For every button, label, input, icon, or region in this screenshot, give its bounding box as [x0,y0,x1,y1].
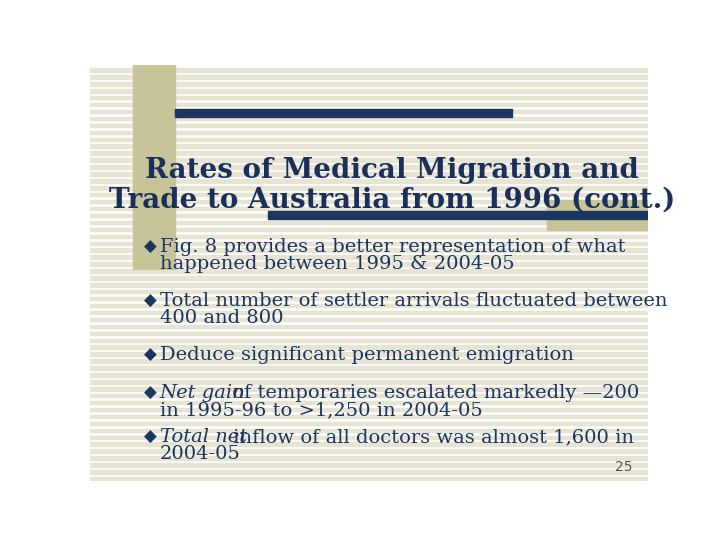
Bar [90,207,648,211]
Bar [90,186,648,190]
Bar [90,124,648,127]
Bar [90,234,648,238]
Bar [90,151,648,155]
Bar [90,373,648,377]
Bar [90,221,648,224]
Bar [90,255,648,259]
Bar [90,339,648,342]
Bar [90,172,648,176]
Bar [90,297,648,300]
Bar [90,283,648,287]
Bar [90,290,648,294]
Bar [90,248,648,252]
Bar [90,304,648,307]
Bar [90,325,648,328]
Bar [269,211,648,219]
Bar [90,456,648,460]
Bar [90,179,648,183]
Bar [90,366,648,370]
Bar [90,158,648,162]
Bar [90,353,648,356]
Bar [90,429,648,432]
Bar [90,200,648,204]
Bar [90,165,648,168]
Bar [90,241,648,245]
Text: Trade to Australia from 1996 (cont.): Trade to Australia from 1996 (cont.) [109,186,675,213]
Bar [90,477,648,481]
Bar [90,276,648,280]
Text: 2004-05: 2004-05 [160,445,240,463]
Text: Net gain: Net gain [160,384,246,402]
Text: Total net: Total net [160,428,247,446]
Bar [90,269,648,273]
Text: Fig. 8 provides a better representation of what: Fig. 8 provides a better representation … [160,238,625,256]
Bar [90,82,648,85]
Bar [90,346,648,349]
Bar [90,415,648,418]
Bar [90,449,648,453]
Bar [90,436,648,439]
Bar [547,200,648,231]
Text: ◆: ◆ [144,292,157,310]
Bar [90,103,648,106]
Bar [175,110,513,117]
Bar [90,387,648,390]
Text: Rates of Medical Migration and: Rates of Medical Migration and [145,157,639,184]
Bar [90,380,648,383]
Bar [90,463,648,467]
Text: ◆: ◆ [144,384,157,402]
Text: ◆: ◆ [144,428,157,446]
Text: ◆: ◆ [144,346,157,364]
Bar [90,214,648,217]
Bar [90,138,648,141]
Bar [90,318,648,321]
Text: of temporaries escalated markedly —200: of temporaries escalated markedly —200 [226,384,639,402]
Text: Total number of settler arrivals fluctuated between: Total number of settler arrivals fluctua… [160,292,667,310]
Bar [90,401,648,404]
Text: happened between 1995 & 2004-05: happened between 1995 & 2004-05 [160,255,514,273]
Bar [132,65,175,269]
Bar [90,89,648,92]
Bar [90,470,648,474]
Bar [90,68,648,72]
Bar [90,110,648,113]
Bar [90,332,648,335]
Bar [90,442,648,446]
Text: inflow of all doctors was almost 1,600 in: inflow of all doctors was almost 1,600 i… [228,428,634,446]
Text: in 1995-96 to >1,250 in 2004-05: in 1995-96 to >1,250 in 2004-05 [160,401,482,419]
Bar [90,193,648,197]
Bar [90,228,648,231]
Text: 400 and 800: 400 and 800 [160,309,283,327]
Text: ◆: ◆ [144,238,157,256]
Bar [90,131,648,134]
Text: Deduce significant permanent emigration: Deduce significant permanent emigration [160,346,574,364]
Bar [90,75,648,79]
Bar [90,145,648,148]
Text: 25: 25 [615,461,632,475]
Bar [90,359,648,363]
Bar [90,117,648,120]
Bar [90,311,648,314]
Bar [90,422,648,425]
Bar [90,96,648,99]
Bar [90,394,648,397]
Bar [90,262,648,266]
Bar [90,408,648,411]
